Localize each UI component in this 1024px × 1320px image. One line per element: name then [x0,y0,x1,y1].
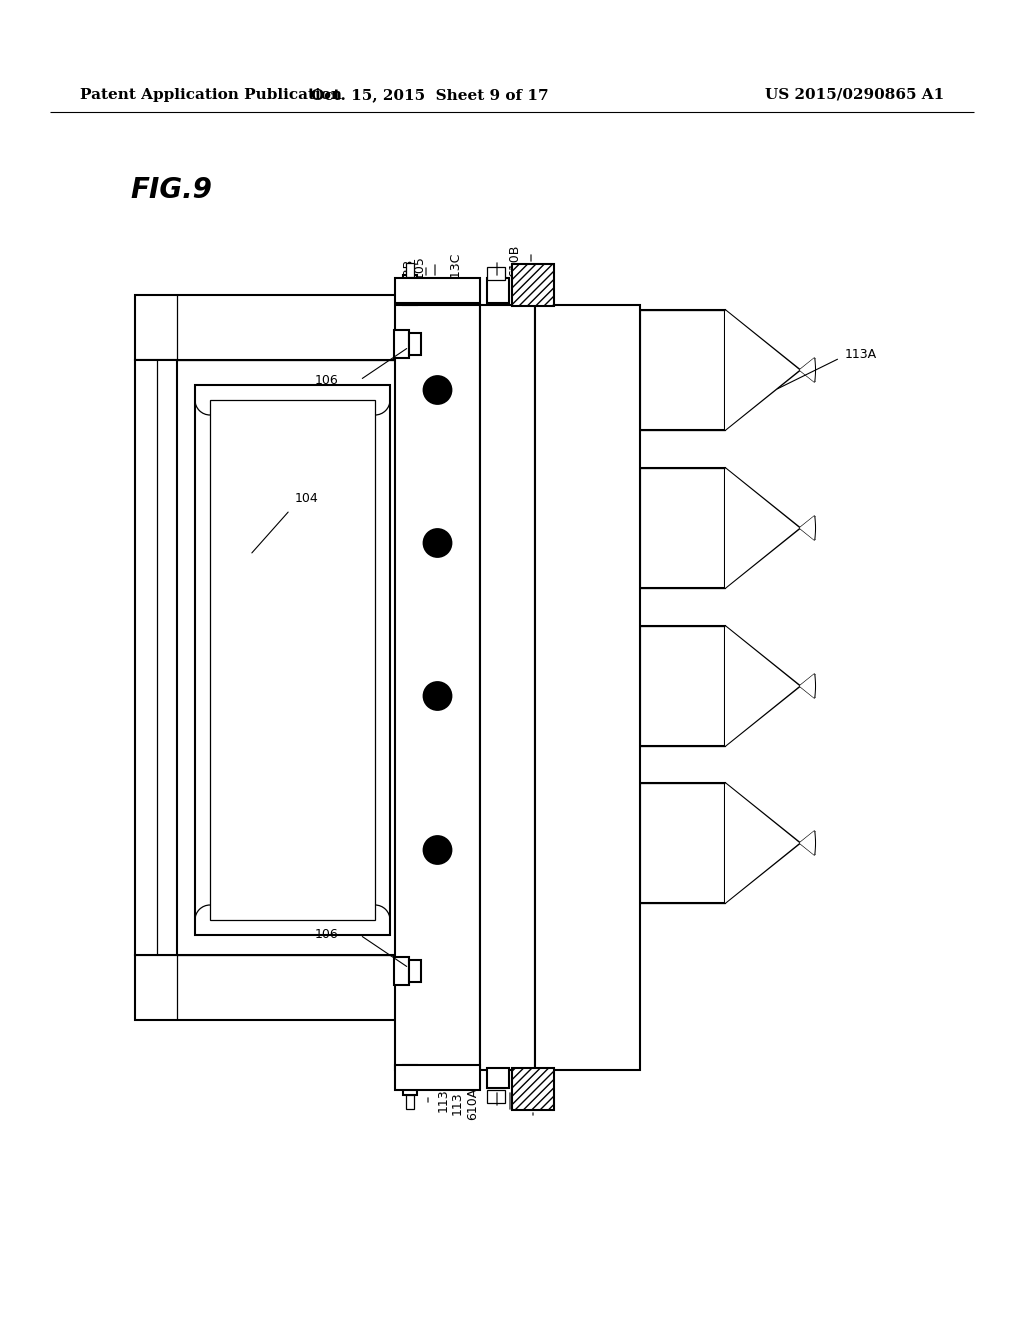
Text: 113A: 113A [845,348,878,362]
Bar [640,469,725,587]
Bar [395,305,480,1071]
Bar [409,960,421,982]
Bar [135,954,400,1020]
Bar [403,1065,417,1096]
Bar [512,264,554,306]
Bar [394,330,409,358]
Bar [487,267,505,280]
Bar [535,305,640,1071]
Bar [640,310,725,430]
Bar [406,263,414,277]
Text: Patent Application Publication: Patent Application Publication [80,88,342,102]
Polygon shape [725,310,815,430]
Bar [487,1090,505,1104]
Bar [480,305,535,1071]
Text: FIG.9: FIG.9 [130,176,212,205]
Text: 113B: 113B [401,257,415,290]
Text: 105: 105 [404,1084,418,1107]
Text: 113C: 113C [449,252,462,284]
Circle shape [424,376,452,404]
Bar [406,1096,414,1109]
Bar [487,1068,509,1088]
Text: 106: 106 [314,928,338,941]
Bar [210,400,375,920]
Bar [640,626,725,746]
Text: 113C: 113C [436,1080,450,1111]
Bar [135,360,177,954]
Circle shape [424,529,452,557]
Bar [409,333,421,355]
Text: Oct. 15, 2015  Sheet 9 of 17: Oct. 15, 2015 Sheet 9 of 17 [311,88,549,102]
Bar [395,279,480,304]
Polygon shape [725,783,815,903]
Bar [512,1068,554,1110]
Bar [640,783,725,903]
Bar [394,957,409,985]
Polygon shape [725,469,815,587]
Bar [135,294,400,360]
Text: 106: 106 [314,374,338,387]
Text: 113: 113 [451,1092,464,1115]
Bar [403,275,417,305]
Polygon shape [725,626,815,746]
Circle shape [424,682,452,710]
Circle shape [424,836,452,865]
Bar [195,385,390,935]
Text: 105: 105 [413,255,426,279]
Text: 610A: 610A [467,1088,479,1119]
Bar [395,1065,480,1090]
Text: US 2015/0290865 A1: US 2015/0290865 A1 [765,88,944,102]
Text: 610B: 610B [509,246,521,277]
Text: 104: 104 [295,492,318,506]
Bar [487,279,509,304]
